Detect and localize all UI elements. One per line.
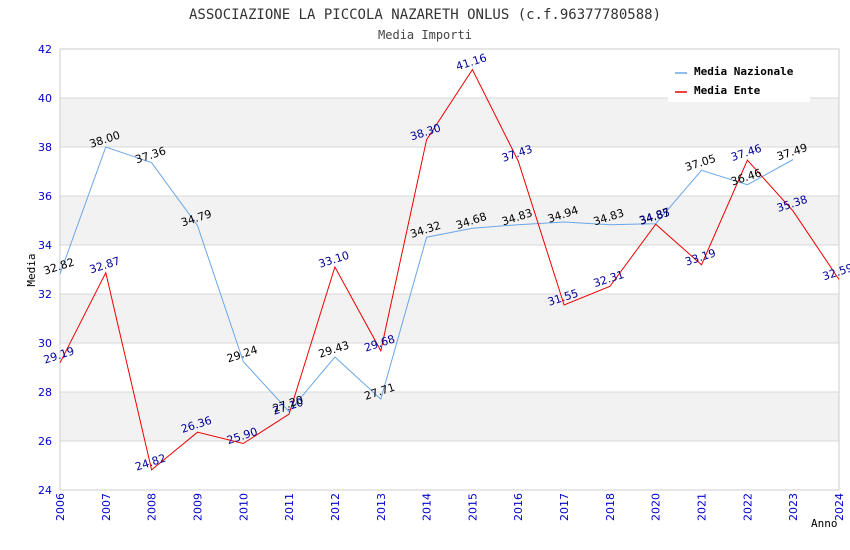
grid-band	[60, 196, 839, 245]
y-tick-label: 24	[38, 484, 52, 497]
x-tick-label: 2016	[512, 493, 525, 521]
x-tick-label: 2007	[100, 493, 113, 521]
x-tick-label: 2015	[466, 493, 479, 521]
grid-band	[60, 392, 839, 441]
series-line-media-ente	[59, 68, 840, 471]
x-tick-label: 2006	[54, 493, 67, 521]
grid-band	[60, 98, 839, 147]
legend: Media Nazionale Media Ente	[668, 60, 810, 102]
y-tick-label: 36	[38, 190, 52, 203]
y-axis-ticks: 24 26 28 30 32 34 36 38 40 42	[38, 43, 52, 497]
y-tick-label: 40	[38, 92, 52, 105]
series-lines	[59, 68, 840, 471]
y-tick-label: 26	[38, 435, 52, 448]
x-tick-label: 2008	[146, 493, 159, 521]
y-tick-label: 32	[38, 288, 52, 301]
x-tick-label: 2018	[604, 493, 617, 521]
x-axis-ticks: 2006 2007 2008 2009 2010 2011 2012 2013 2014 2015…	[54, 493, 846, 521]
x-tick-label: 2017	[558, 493, 571, 521]
x-tick-label: 2009	[191, 493, 204, 521]
chart-subtitle: Media Importi	[378, 28, 472, 42]
grid-band	[60, 294, 839, 343]
x-tick-label: 2013	[375, 493, 388, 521]
y-axis-label: Media	[25, 253, 38, 286]
x-tick-label: 2024	[833, 493, 846, 521]
x-tick-label: 2011	[283, 493, 296, 521]
x-tick-label: 2010	[237, 493, 250, 521]
chart-title: ASSOCIAZIONE LA PICCOLA NAZARETH ONLUS (…	[189, 7, 661, 23]
legend-box	[668, 60, 810, 102]
legend-label-media-nazionale: Media Nazionale	[694, 65, 794, 78]
x-tick-label: 2014	[421, 493, 434, 521]
y-tick-label: 34	[38, 239, 52, 252]
x-tick-label: 2020	[650, 493, 663, 521]
series-line-media-nazionale	[59, 146, 794, 413]
x-tick-label: 2023	[787, 493, 800, 521]
plot-bands	[60, 98, 839, 441]
x-tick-label: 2021	[696, 493, 709, 521]
y-tick-label: 38	[38, 141, 52, 154]
legend-label-media-ente: Media Ente	[694, 84, 761, 97]
plot-frame	[59, 48, 840, 491]
y-tick-label: 42	[38, 43, 52, 56]
y-tick-label: 28	[38, 386, 52, 399]
x-tick-label: 2022	[741, 493, 754, 521]
y-tick-label: 30	[38, 337, 52, 350]
x-tick-label: 2012	[329, 493, 342, 521]
x-axis-label: Anno	[811, 517, 838, 530]
